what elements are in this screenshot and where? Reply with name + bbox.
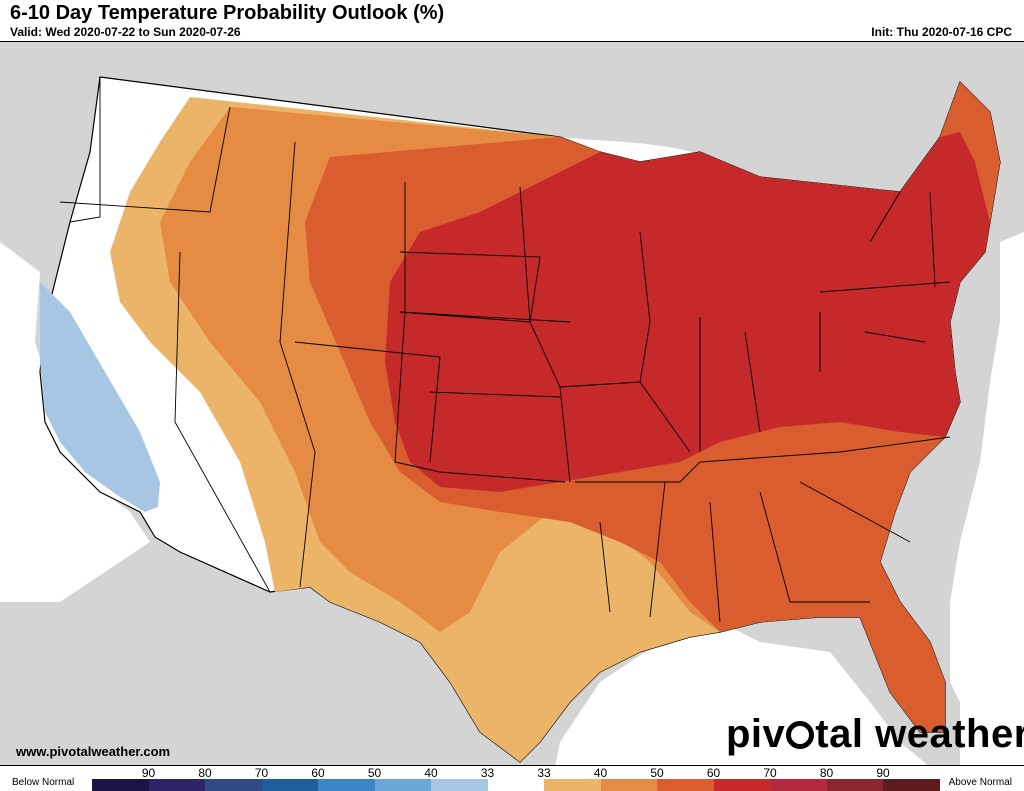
legend-tick-label: 80 bbox=[819, 766, 834, 780]
legend-tick-label: 40 bbox=[593, 766, 608, 780]
header: 6-10 Day Temperature Probability Outlook… bbox=[0, 0, 1024, 42]
legend-swatch bbox=[148, 779, 205, 791]
legend-swatch bbox=[261, 779, 318, 791]
logo-text-start: piv bbox=[726, 712, 786, 756]
legend-swatch bbox=[318, 779, 375, 791]
below-normal-33 bbox=[40, 282, 160, 512]
legend-swatch bbox=[205, 779, 262, 791]
legend-tick-label: 50 bbox=[367, 766, 382, 780]
map-title: 6-10 Day Temperature Probability Outlook… bbox=[10, 2, 445, 24]
legend-swatch bbox=[826, 779, 883, 791]
legend-tick-label: 60 bbox=[311, 766, 325, 780]
legend-tick-label: 90 bbox=[141, 766, 156, 780]
valid-period: Valid: Wed 2020-07-22 to Sun 2020-07-26 bbox=[10, 25, 241, 39]
site-url[interactable]: www.pivotalweather.com bbox=[16, 744, 171, 759]
init-time: Init: Thu 2020-07-16 CPC bbox=[871, 25, 1012, 39]
legend-swatch bbox=[92, 779, 149, 791]
legend-swatches bbox=[92, 779, 940, 791]
legend-swatch bbox=[770, 779, 827, 791]
legend-tick-label: 33 bbox=[480, 766, 495, 780]
outlook-map[interactable] bbox=[0, 41, 1024, 766]
legend-swatch bbox=[600, 779, 657, 791]
legend-swatch bbox=[431, 779, 488, 791]
atlantic-ocean bbox=[950, 232, 1024, 765]
legend-swatch bbox=[487, 779, 544, 791]
pacific-ocean bbox=[0, 242, 150, 602]
map-canvas bbox=[0, 42, 1024, 765]
gulf-of-mexico bbox=[555, 622, 928, 765]
legend-tick-label: 70 bbox=[254, 766, 269, 780]
above-normal-60 bbox=[385, 132, 990, 492]
legend-tick-label: 60 bbox=[706, 766, 721, 780]
legend-tick-label: 33 bbox=[537, 766, 551, 780]
legend-above-label: Above Normal bbox=[948, 777, 1012, 788]
legend-tick-label: 50 bbox=[650, 766, 664, 780]
legend-tick-label: 80 bbox=[198, 766, 212, 780]
logo-text-end: tal weather bbox=[815, 712, 1024, 756]
legend: Below Normal Above Normal 90 80 70 60 50 40 33… bbox=[0, 766, 1024, 791]
legend-swatch bbox=[883, 779, 940, 791]
legend-swatch bbox=[713, 779, 770, 791]
legend-swatch bbox=[657, 779, 714, 791]
gear-icon bbox=[786, 721, 815, 749]
legend-swatch bbox=[544, 779, 601, 791]
legend-below-label: Below Normal bbox=[12, 777, 75, 788]
legend-swatch bbox=[374, 779, 431, 791]
state-boundaries bbox=[59, 77, 951, 623]
legend-tick-label: 90 bbox=[876, 766, 890, 780]
legend-tick-label: 70 bbox=[763, 766, 777, 780]
legend-tick-label: 40 bbox=[424, 766, 438, 780]
pivotal-weather-logo: piv tal weather bbox=[726, 712, 1024, 757]
